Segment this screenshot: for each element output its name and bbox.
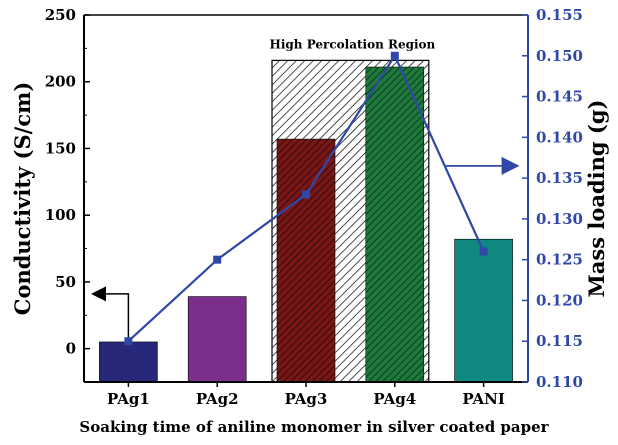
mass-loading-point-pani <box>479 247 488 256</box>
bar-pag4 <box>365 66 425 383</box>
right-tick-label: 0.125 <box>536 251 583 269</box>
left-tick-label: 150 <box>45 139 76 157</box>
left-tick-label: 50 <box>55 273 76 291</box>
right-tick-label: 0.120 <box>536 291 583 309</box>
y-axis-title: Conductivity (S/cm) <box>10 82 35 316</box>
x-tick-label: PAg3 <box>285 390 328 408</box>
x-axis-title: Soaking time of aniline monomer in silve… <box>79 418 549 436</box>
x-tick-label: PANI <box>462 390 505 408</box>
left-tick-label: 100 <box>45 206 76 224</box>
right-tick-label: 0.145 <box>536 88 583 106</box>
right-tick-label: 0.130 <box>536 210 583 228</box>
bar-pani <box>454 238 513 383</box>
mass-loading-point-pag4 <box>390 51 399 60</box>
mass-loading-point-pag2 <box>213 255 222 264</box>
x-tick-label: PAg4 <box>373 390 416 408</box>
bar-pag3 <box>276 138 336 383</box>
bar-series <box>99 66 513 383</box>
y2-axis-title: Mass loading (g) <box>584 100 609 298</box>
right-tick-label: 0.115 <box>536 332 583 350</box>
bar-pag1 <box>99 341 158 383</box>
mass-loading-point-pag3 <box>302 190 310 199</box>
arrow-to-left-axis <box>91 286 130 338</box>
axis-labels: Conductivity (S/cm) Mass loading (g) Soaki… <box>10 82 609 436</box>
right-tick-label: 0.150 <box>536 47 583 65</box>
annotations <box>91 156 520 338</box>
percolation-region-label: High Percolation Region <box>270 37 436 51</box>
mass-loading-point-pag1 <box>124 337 133 346</box>
left-tick-label: 250 <box>45 6 76 24</box>
right-tick-label: 0.110 <box>536 373 583 391</box>
mass-loading-series <box>124 51 488 346</box>
left-tick-label: 0 <box>66 340 76 358</box>
axes: 0 50 100 150 200 250 0.110 0.115 0.120 0.125 0.130… <box>45 6 583 408</box>
right-tick-label: 0.140 <box>536 128 583 146</box>
left-tick-label: 200 <box>45 73 76 91</box>
right-tick-label: 0.135 <box>536 169 583 187</box>
x-tick-label: PAg2 <box>196 390 239 408</box>
x-tick-label: PAg1 <box>107 390 150 408</box>
bar-pag2 <box>187 296 247 383</box>
right-tick-label: 0.155 <box>536 6 583 24</box>
